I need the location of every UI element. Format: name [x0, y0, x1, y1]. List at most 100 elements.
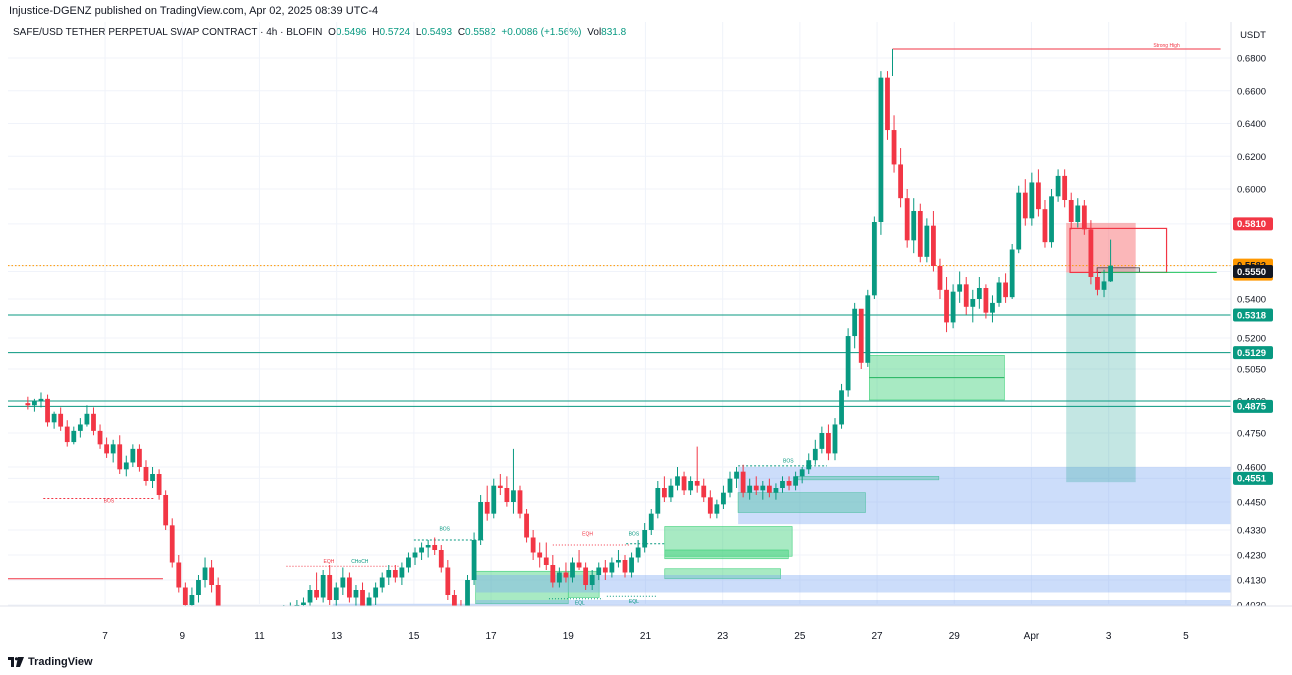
candle-13 — [110, 439, 116, 463]
candle-138 — [931, 211, 936, 272]
candle-body-7 — [71, 430, 77, 443]
candle-body-10 — [91, 413, 96, 431]
candle-body-143 — [963, 284, 969, 307]
candle-86 — [589, 570, 595, 590]
candle-110 — [747, 478, 753, 500]
candle-body-45 — [320, 575, 326, 598]
candle-body-159 — [1068, 200, 1074, 222]
candle-94 — [642, 523, 648, 553]
zone-green-5 — [664, 568, 781, 580]
y-tick-12: 0.5050 — [1237, 365, 1266, 376]
x-tick-9: 25 — [794, 631, 806, 642]
candle-107 — [727, 471, 733, 498]
candle-121 — [819, 426, 825, 454]
candle-body-59 — [412, 552, 418, 558]
candle-124 — [839, 383, 844, 429]
price-label-2: 0.5550 — [1237, 267, 1266, 278]
zone-green-3 — [664, 526, 793, 557]
price-label-bg-3 — [1233, 308, 1273, 322]
candle-151 — [1016, 185, 1022, 254]
candle-19 — [150, 467, 155, 488]
chart-area[interactable]: Strong High BOS EQH CHoCH BOS EQH BOS EQL EQL BOS… — [0, 22, 1292, 652]
candle-body-57 — [399, 567, 405, 578]
candle-body-68 — [471, 540, 477, 580]
candle-body-158 — [1062, 175, 1068, 200]
y-tick-10: 0.5200 — [1237, 334, 1266, 345]
low-value: 0.5493 — [421, 27, 453, 38]
candle-body-115 — [780, 481, 785, 488]
candle-body-156 — [1049, 196, 1054, 243]
candle-158 — [1062, 169, 1068, 208]
candle-body-148 — [996, 282, 1002, 303]
candle-82 — [563, 562, 569, 583]
candle-body-25 — [189, 595, 195, 605]
candle-body-6 — [64, 426, 70, 443]
y-tick-21: 0.4130 — [1237, 576, 1266, 587]
candle-12 — [104, 437, 110, 458]
annotation-8: EQL — [629, 599, 639, 605]
candle-71 — [491, 478, 497, 519]
candle-body-139 — [937, 266, 943, 290]
candle-164 — [1101, 269, 1107, 298]
candle-156 — [1049, 189, 1054, 248]
y-tick-1: 0.6600 — [1237, 86, 1266, 97]
x-tick-6: 19 — [563, 631, 575, 642]
candle-body-0 — [25, 403, 31, 406]
candle-body-130 — [878, 77, 884, 223]
zone-red-12 — [1066, 222, 1136, 273]
candle-body-11 — [97, 430, 103, 445]
candle-body-77 — [530, 537, 536, 553]
candle-body-98 — [668, 485, 674, 498]
trade-box-inner — [1096, 267, 1140, 273]
candle-103 — [701, 478, 707, 502]
candle-137 — [924, 218, 930, 263]
candle-body-104 — [707, 497, 713, 514]
candle-113 — [766, 478, 772, 498]
candle-42 — [301, 597, 306, 606]
candle-body-86 — [589, 575, 595, 585]
open-value: 0.5496 — [335, 27, 367, 38]
candle-144 — [970, 289, 976, 323]
candle-body-99 — [675, 476, 680, 486]
candle-104 — [707, 490, 713, 519]
candle-40 — [289, 602, 291, 606]
x-tick-2: 11 — [254, 631, 265, 642]
candle-60 — [419, 542, 424, 560]
candle-0 — [25, 396, 31, 410]
candle-body-72 — [497, 485, 503, 488]
zone-green-4 — [664, 549, 789, 560]
annotation-0: Strong High — [1153, 43, 1180, 49]
x-tick-3: 13 — [331, 631, 343, 642]
candle-44 — [314, 572, 319, 600]
price-chart-svg[interactable]: Strong High BOS EQH CHoCH BOS EQH BOS EQL EQL BOS… — [0, 22, 1292, 652]
candle-29 — [215, 577, 221, 606]
candle-body-29 — [215, 585, 221, 606]
candle-body-56 — [392, 570, 398, 578]
candle-146 — [983, 284, 989, 319]
candle-109 — [740, 464, 746, 498]
candle-139 — [937, 258, 943, 299]
candle-body-44 — [314, 590, 319, 598]
candle-body-133 — [898, 164, 904, 199]
candle-body-14 — [117, 444, 123, 470]
candle-body-107 — [727, 478, 733, 493]
candle-body-122 — [826, 433, 831, 454]
candle-20 — [156, 469, 162, 500]
candle-62 — [432, 537, 438, 555]
candle-body-105 — [714, 504, 720, 514]
candle-149 — [1003, 273, 1008, 303]
candle-49 — [346, 572, 352, 603]
candle-body-70 — [484, 502, 490, 514]
candle-body-164 — [1101, 281, 1107, 290]
candle-body-1 — [32, 401, 37, 406]
candle-body-161 — [1081, 205, 1087, 230]
candle-95 — [648, 509, 654, 535]
x-tick-4: 15 — [408, 631, 420, 642]
candle-46 — [327, 565, 333, 605]
candle-body-147 — [990, 302, 995, 313]
candle-body-65 — [451, 595, 457, 606]
volume-value: 831.8 — [601, 27, 627, 38]
candle-92 — [629, 552, 634, 578]
candle-body-26 — [196, 580, 201, 595]
candle-body-128 — [865, 295, 871, 363]
